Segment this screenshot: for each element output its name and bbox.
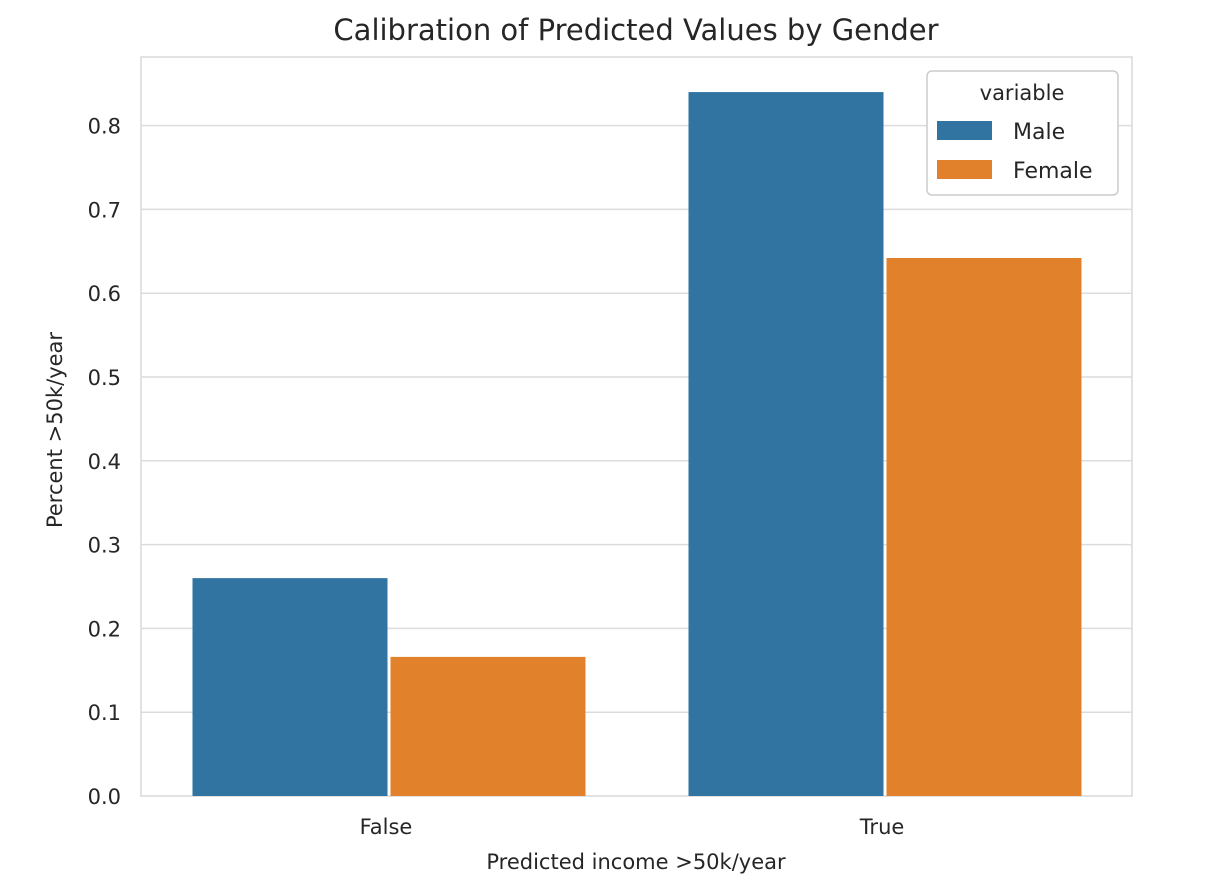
y-tick-label: 0.0	[88, 785, 121, 809]
bars	[192, 92, 1082, 796]
y-tick-label: 0.2	[88, 617, 121, 641]
y-tick-label: 0.3	[88, 534, 121, 558]
y-tick-label: 0.1	[88, 701, 121, 725]
y-tick-label: 0.8	[88, 115, 121, 139]
legend-title: variable	[980, 81, 1065, 105]
bar-female-false	[390, 656, 586, 796]
legend-swatch-male	[937, 121, 992, 140]
x-axis-label: Predicted income >50k/year	[486, 850, 786, 874]
legend-label-male: Male	[1013, 120, 1065, 145]
y-tick-label: 0.4	[88, 450, 121, 474]
legend: variable Male Female	[926, 70, 1119, 196]
legend-label-female: Female	[1013, 159, 1093, 184]
x-axis-ticks: False True	[360, 815, 905, 839]
y-axis-ticks: 0.0 0.1 0.2 0.3 0.4 0.5 0.6 0.7 0.8	[88, 115, 121, 809]
chart-title: Calibration of Predicted Values by Gende…	[333, 13, 938, 47]
legend-swatch-female	[937, 160, 992, 179]
bar-male-true	[688, 92, 884, 796]
bar-male-false	[192, 578, 388, 796]
x-tick-label: False	[360, 815, 413, 839]
y-tick-label: 0.7	[88, 198, 121, 222]
y-tick-label: 0.6	[88, 282, 121, 306]
y-tick-label: 0.5	[88, 366, 121, 390]
x-tick-label: True	[859, 815, 905, 839]
bar-female-true	[886, 258, 1082, 796]
y-axis-label: Percent >50k/year	[43, 332, 67, 528]
